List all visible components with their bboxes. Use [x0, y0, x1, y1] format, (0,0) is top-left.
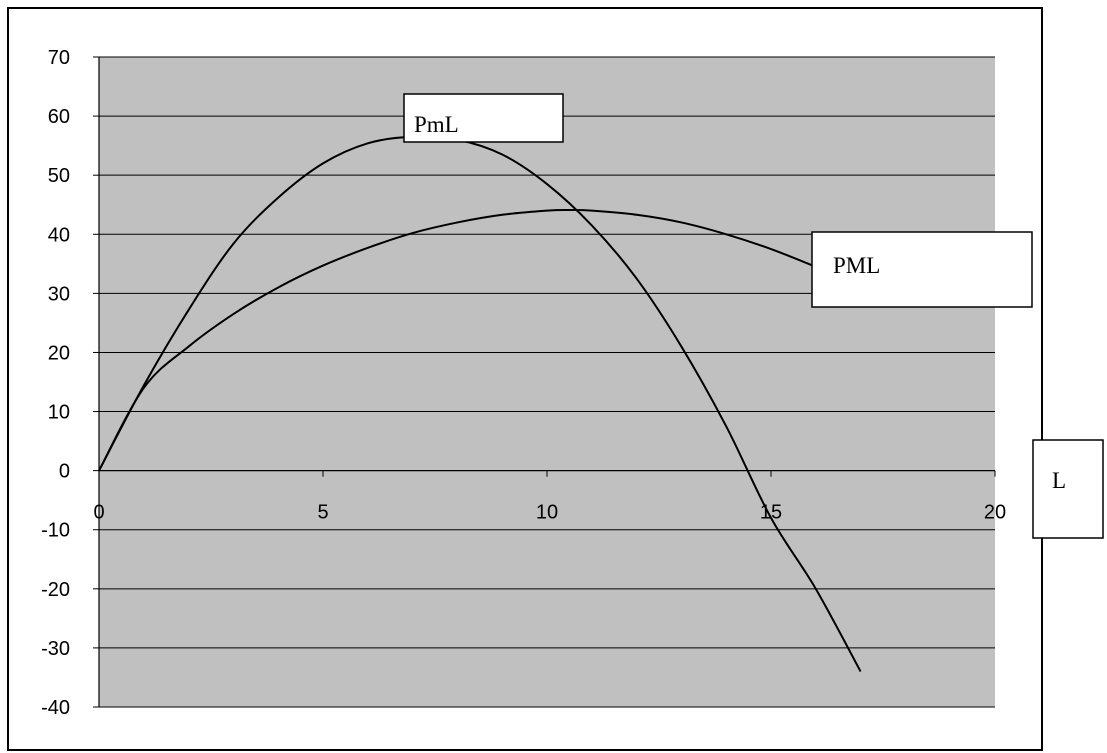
y-tick-label: -40	[41, 697, 70, 719]
x-tick-label: 5	[317, 502, 328, 524]
gridlines	[99, 56, 995, 708]
x-tick-label: 0	[93, 502, 104, 524]
series-lines	[98, 135, 862, 673]
callouts: PmL PML L	[403, 93, 1104, 539]
series-line-0	[98, 135, 862, 673]
y-tick-label: -20	[41, 579, 70, 601]
x-axis-label: L	[1052, 468, 1066, 493]
y-tick-label: 10	[48, 402, 70, 424]
y-tick-label: 50	[48, 165, 70, 187]
y-tick-label: -10	[41, 520, 70, 542]
x-tick-label: 15	[760, 502, 782, 524]
callout-box-pml-lower	[403, 93, 564, 143]
plot-area	[99, 57, 995, 707]
y-tick-label: 0	[59, 461, 70, 483]
y-tick-label: 30	[48, 283, 70, 305]
series-line-1	[98, 209, 817, 472]
y-tick-label: 20	[48, 342, 70, 364]
callout-label-pml-lower: PmL	[414, 112, 459, 137]
y-tick-label: 40	[48, 224, 70, 246]
y-tick-label: 60	[48, 106, 70, 128]
callout-box-x-axis-label	[1032, 439, 1104, 539]
callout-box-pml-upper	[811, 231, 1033, 308]
x-tick-label: 10	[536, 502, 558, 524]
y-tick-label: 70	[48, 47, 70, 69]
x-tick-label: 20	[984, 502, 1006, 524]
axes	[93, 56, 996, 708]
callout-label-pml-upper: PML	[833, 253, 880, 278]
tick-labels: 70 60 50 40 30 20 10 0 -10 -20 -30 -40 0 5 10 15 20	[41, 47, 1006, 719]
y-tick-label: -30	[41, 638, 70, 660]
